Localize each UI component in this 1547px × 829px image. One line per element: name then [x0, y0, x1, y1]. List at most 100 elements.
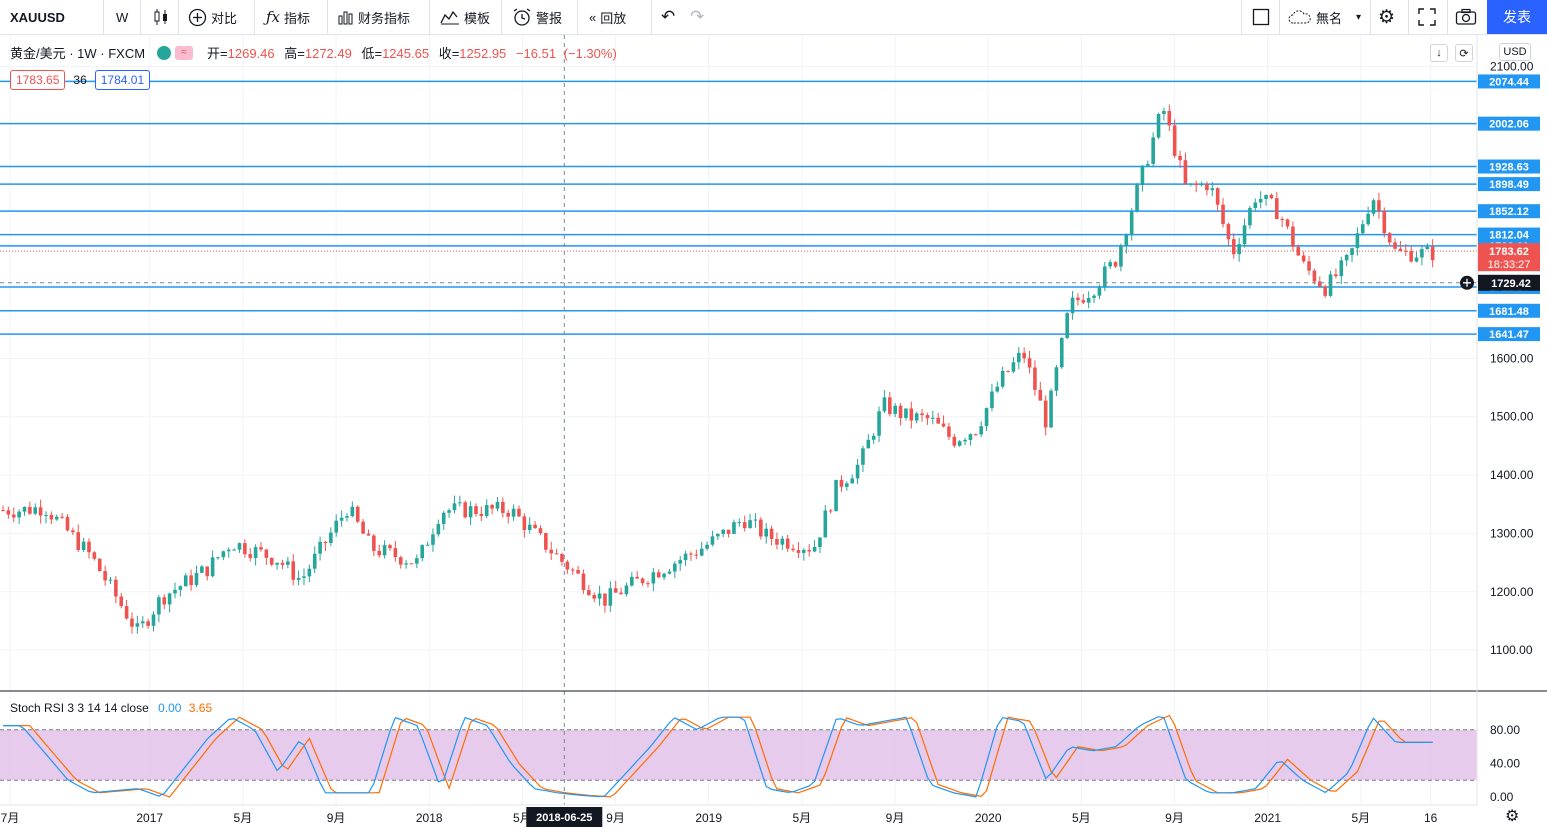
- publish-button[interactable]: 发表: [1487, 0, 1547, 34]
- level-price-tag: [1478, 177, 1540, 192]
- candle-body: [1070, 297, 1075, 314]
- sell-price-button[interactable]: 1783.65: [10, 70, 66, 90]
- candle-body: [404, 563, 408, 565]
- candle-body: [882, 397, 887, 412]
- candle-body: [296, 577, 301, 580]
- replay-button[interactable]: « 回放: [589, 0, 626, 34]
- candle-body: [914, 413, 919, 421]
- level-price-tag: [1478, 227, 1540, 242]
- redo-button[interactable]: ↷: [690, 0, 704, 34]
- symbol-title[interactable]: 黄金/美元 · 1W · FXCM: [10, 46, 146, 61]
- symbol-search[interactable]: XAUUSD: [10, 9, 65, 25]
- scroll-down-button[interactable]: ↓: [1430, 44, 1448, 62]
- stoch-legend: Stoch RSI 3 3 14 14 close 0.00 3.65: [10, 701, 212, 715]
- financials-button[interactable]: 财务指标: [338, 0, 410, 34]
- candle-body: [538, 528, 543, 534]
- indicators-label: 指标: [284, 10, 311, 26]
- select-layout-button[interactable]: [1252, 0, 1270, 34]
- candle-body: [1097, 286, 1102, 296]
- gear-icon[interactable]: ⚙: [1505, 808, 1520, 825]
- main-legend: 黄金/美元 · 1W · FXCM ≈ 开=1269.46 高=1272.49 …: [10, 43, 617, 62]
- candle-body: [1317, 281, 1322, 287]
- interval-button[interactable]: W: [116, 9, 129, 25]
- alert-button[interactable]: 警报: [512, 0, 562, 34]
- candle-body: [780, 538, 785, 545]
- candle-body: [1205, 183, 1209, 191]
- candle-body: [1269, 194, 1274, 199]
- settings-button[interactable]: ⚙: [1378, 0, 1395, 34]
- candle-body: [1145, 163, 1150, 166]
- wave-icon[interactable]: ≈: [175, 45, 194, 60]
- currency-button[interactable]: USD: [1499, 43, 1531, 61]
- candle-body: [173, 589, 177, 594]
- candle-body: [834, 479, 838, 512]
- candle-body: [269, 557, 274, 565]
- x-tick-label: 2021: [1254, 811, 1281, 825]
- candle-body: [1323, 286, 1327, 296]
- candle-body: [517, 508, 521, 517]
- toolbar-divider: [651, 0, 652, 34]
- templates-label: 模板: [464, 10, 491, 26]
- cloud-icon: [1288, 10, 1311, 24]
- candle-body: [1135, 184, 1139, 212]
- x-tick-label: 5月: [793, 811, 812, 825]
- candle-body: [119, 596, 124, 607]
- candle-body: [699, 548, 704, 556]
- candle-body: [544, 533, 548, 550]
- toolbar-divider: [501, 0, 502, 34]
- candle-body: [124, 606, 129, 619]
- candle-body: [1006, 370, 1010, 372]
- candle-body: [1403, 250, 1408, 252]
- candle-body: [936, 417, 940, 424]
- candle-body: [65, 516, 70, 531]
- candle-body: [646, 583, 650, 585]
- candle-body: [1301, 255, 1306, 262]
- candle-body: [576, 570, 580, 574]
- candle-body: [1398, 248, 1403, 251]
- candle-body: [291, 561, 296, 580]
- candle-body: [329, 532, 333, 543]
- plus-circle-icon: [188, 8, 207, 26]
- candle-body: [785, 538, 790, 549]
- candle-body: [823, 510, 828, 538]
- candle-body: [398, 557, 403, 565]
- templates-button[interactable]: 模板: [440, 0, 490, 34]
- undo-button[interactable]: ↶: [661, 0, 675, 34]
- candle-body: [1183, 160, 1188, 184]
- layout-name-button[interactable]: 無名 ▾: [1288, 0, 1361, 34]
- candle-body: [640, 578, 645, 584]
- candle-body: [802, 549, 806, 553]
- chart-canvas[interactable]: 2074.44 2002.06 1928.63 1898.49 1852.12 1812.…: [0, 35, 1547, 829]
- candle-body: [140, 621, 145, 624]
- candle-body: [732, 522, 736, 534]
- y-tick-label: 1500.00: [1490, 410, 1534, 424]
- candle-body: [243, 543, 247, 555]
- candle-body: [1178, 155, 1182, 161]
- candle-body: [1312, 270, 1317, 282]
- candle-body: [506, 512, 511, 517]
- chart-area[interactable]: 2074.44 2002.06 1928.63 1898.49 1852.12 1812.…: [0, 35, 1547, 829]
- indicators-button[interactable]: ƒx 指标: [266, 0, 310, 34]
- chart-style-button[interactable]: [152, 0, 170, 34]
- candle-body: [705, 544, 709, 549]
- stoch-d-line: [3, 714, 1433, 798]
- candle-body: [651, 572, 656, 584]
- auto-scale-button[interactable]: ⟳: [1455, 44, 1473, 62]
- x-tick-label: 9月: [327, 811, 346, 825]
- crosshair-price-label: 1729.42: [1491, 278, 1531, 290]
- candle-body: [1167, 110, 1172, 126]
- candle-body: [554, 553, 559, 555]
- stoch-title[interactable]: Stoch RSI 3 3 14 14 close: [10, 701, 149, 715]
- close-value: 1252.95: [459, 46, 507, 61]
- candle-body: [146, 621, 150, 626]
- compare-button[interactable]: 对比: [188, 0, 237, 34]
- candle-body: [511, 508, 516, 517]
- toolbar-divider: [178, 0, 179, 34]
- change-pct-value: (−1.30%): [563, 46, 617, 61]
- stoch-k-line: [3, 716, 1433, 798]
- candle-body: [1076, 297, 1080, 301]
- snapshot-button[interactable]: [1455, 0, 1477, 34]
- fullscreen-button[interactable]: [1418, 0, 1436, 34]
- market-status-badge[interactable]: [157, 45, 172, 60]
- buy-price-button[interactable]: 1784.01: [94, 70, 151, 90]
